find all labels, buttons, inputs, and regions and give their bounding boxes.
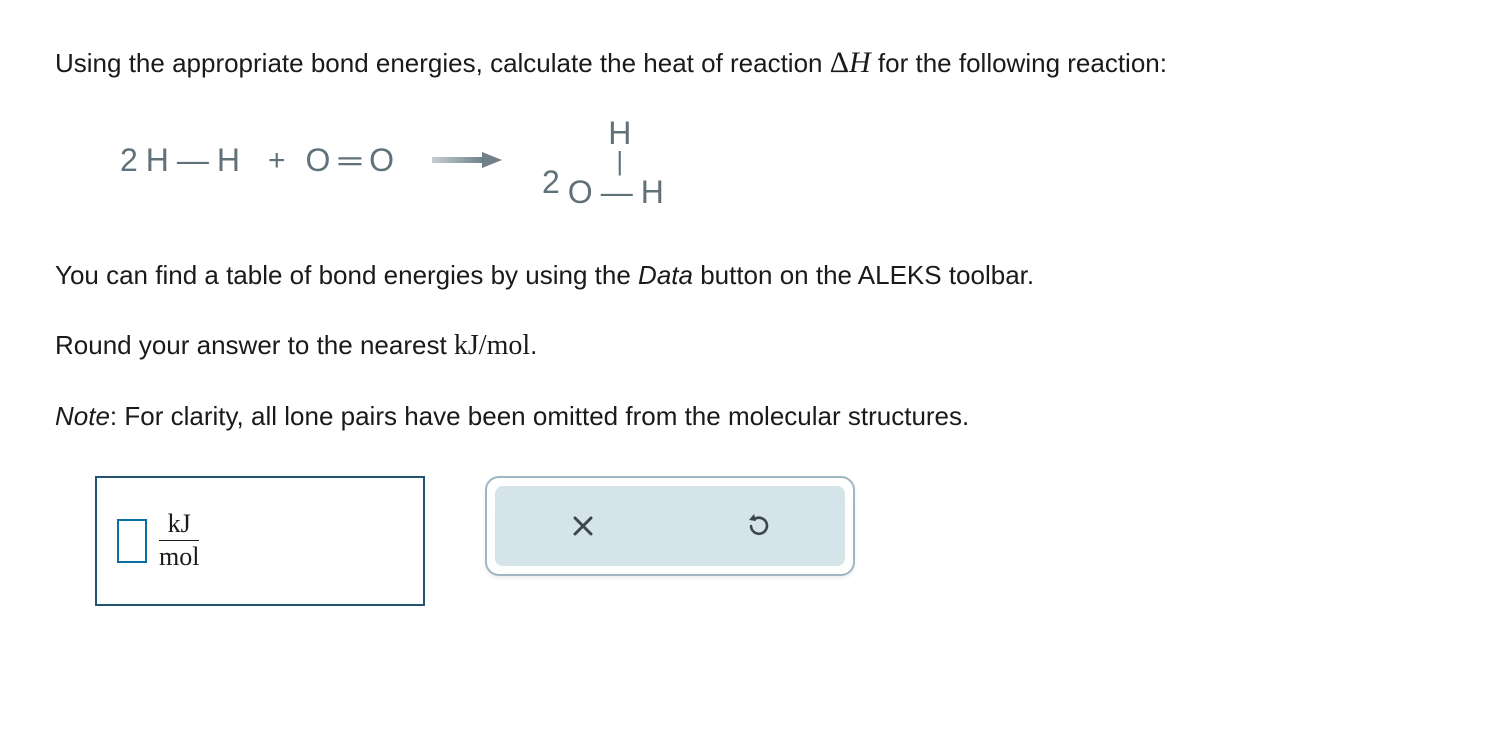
- product-bottom-row: O—H: [568, 176, 672, 208]
- note-line: Note: For clarity, all lone pairs have b…: [55, 397, 1436, 436]
- tool-inner: [495, 486, 845, 566]
- reaction-equation: 2H—H + O═O 2 H | O—H: [120, 115, 1436, 206]
- unit-denominator: mol: [159, 541, 199, 572]
- product-vertical-bond: |: [616, 151, 623, 172]
- plus-sign: +: [268, 138, 286, 183]
- unit-numerator: kJ: [162, 510, 197, 541]
- reactant-1: 2H—H: [120, 136, 248, 184]
- note-label: Note: [55, 401, 110, 431]
- reactant-1-coef: 2: [120, 136, 146, 184]
- delta-h-symbol: ΔH: [830, 46, 871, 79]
- round-pre: Round your answer to the nearest: [55, 330, 454, 360]
- round-unit: kJ/mol: [454, 330, 530, 361]
- question-page: Using the appropriate bond energies, cal…: [0, 0, 1491, 646]
- answer-box: kJ mol: [95, 476, 425, 606]
- clear-button[interactable]: [563, 506, 603, 546]
- reaction-arrow-icon: [432, 150, 502, 170]
- hint-pre: You can find a table of bond energies by…: [55, 260, 638, 290]
- product-structure: H | O—H: [568, 117, 672, 208]
- product: 2 H | O—H: [542, 115, 672, 206]
- prompt-text: Using the appropriate bond energies, cal…: [55, 40, 1436, 85]
- data-button-name: Data: [638, 260, 693, 290]
- reactant-2: O═O: [306, 136, 402, 184]
- answer-row: kJ mol: [95, 476, 1436, 606]
- hint-post: button on the ALEKS toolbar.: [693, 260, 1034, 290]
- h-symbol: H: [849, 46, 871, 79]
- prompt-post: for the following reaction:: [871, 48, 1167, 78]
- product-top-atom: H: [608, 117, 631, 149]
- tool-panel: [485, 476, 855, 576]
- unit-fraction: kJ mol: [159, 510, 199, 572]
- answer-input[interactable]: [117, 519, 147, 563]
- note-text: : For clarity, all lone pairs have been …: [110, 401, 969, 431]
- reactant-2-formula: O═O: [306, 136, 402, 184]
- product-coef: 2: [542, 158, 568, 206]
- round-post: .: [530, 330, 537, 360]
- delta-symbol: Δ: [830, 46, 849, 79]
- data-hint-line: You can find a table of bond energies by…: [55, 256, 1436, 295]
- rounding-line: Round your answer to the nearest kJ/mol.: [55, 325, 1436, 367]
- undo-icon: [745, 513, 771, 539]
- x-icon: [571, 514, 595, 538]
- reset-button[interactable]: [738, 506, 778, 546]
- reactant-1-formula: H—H: [146, 136, 248, 184]
- prompt-pre: Using the appropriate bond energies, cal…: [55, 48, 830, 78]
